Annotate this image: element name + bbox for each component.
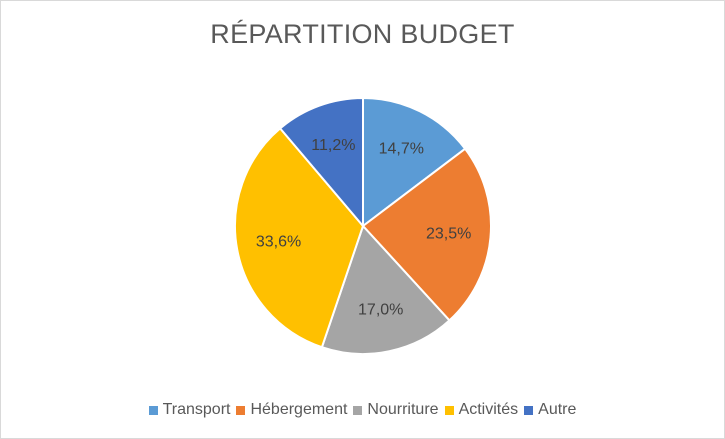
legend-label: Nourriture (367, 401, 439, 418)
pie-slices (234, 96, 492, 355)
pie-slice-autre (278, 96, 364, 229)
data-label-nourriture: 17,0% (358, 302, 403, 319)
data-label-autre: 11,2% (311, 137, 355, 154)
data-label-activités: 33,6% (256, 234, 301, 251)
legend-item-nourriture: Nourriture (353, 401, 439, 419)
legend-swatch (524, 405, 534, 415)
legend-swatch (444, 405, 454, 415)
legend-label: Activités (458, 401, 519, 418)
pie-slice-activités (234, 126, 365, 349)
pie-slice-nourriture (320, 224, 451, 355)
pie-data-labels: 14,7% 23,5% 17,0% 33,6% 11,2% (256, 137, 471, 319)
pie-slice-transport (362, 96, 467, 229)
legend-label: Hébergement (250, 401, 348, 418)
legend-label: Transport (162, 401, 231, 418)
legend-swatch (236, 405, 246, 415)
legend-swatch (148, 405, 158, 415)
chart-title: RÉPARTITION BUDGET (210, 19, 515, 49)
legend: Transport Hébergement Nourriture Activités A… (1, 401, 724, 419)
data-label-hébergement: 23,5% (426, 225, 471, 242)
pie-slice-hébergement (361, 147, 492, 322)
legend-label: Autre (538, 401, 577, 418)
data-label-transport: 14,7% (379, 141, 424, 158)
legend-item-activités: Activités (444, 401, 519, 419)
legend-item-hébergement: Hébergement (236, 401, 347, 419)
legend-item-autre: Autre (524, 401, 576, 419)
legend-item-transport: Transport (148, 401, 231, 419)
legend-swatch (353, 405, 363, 415)
